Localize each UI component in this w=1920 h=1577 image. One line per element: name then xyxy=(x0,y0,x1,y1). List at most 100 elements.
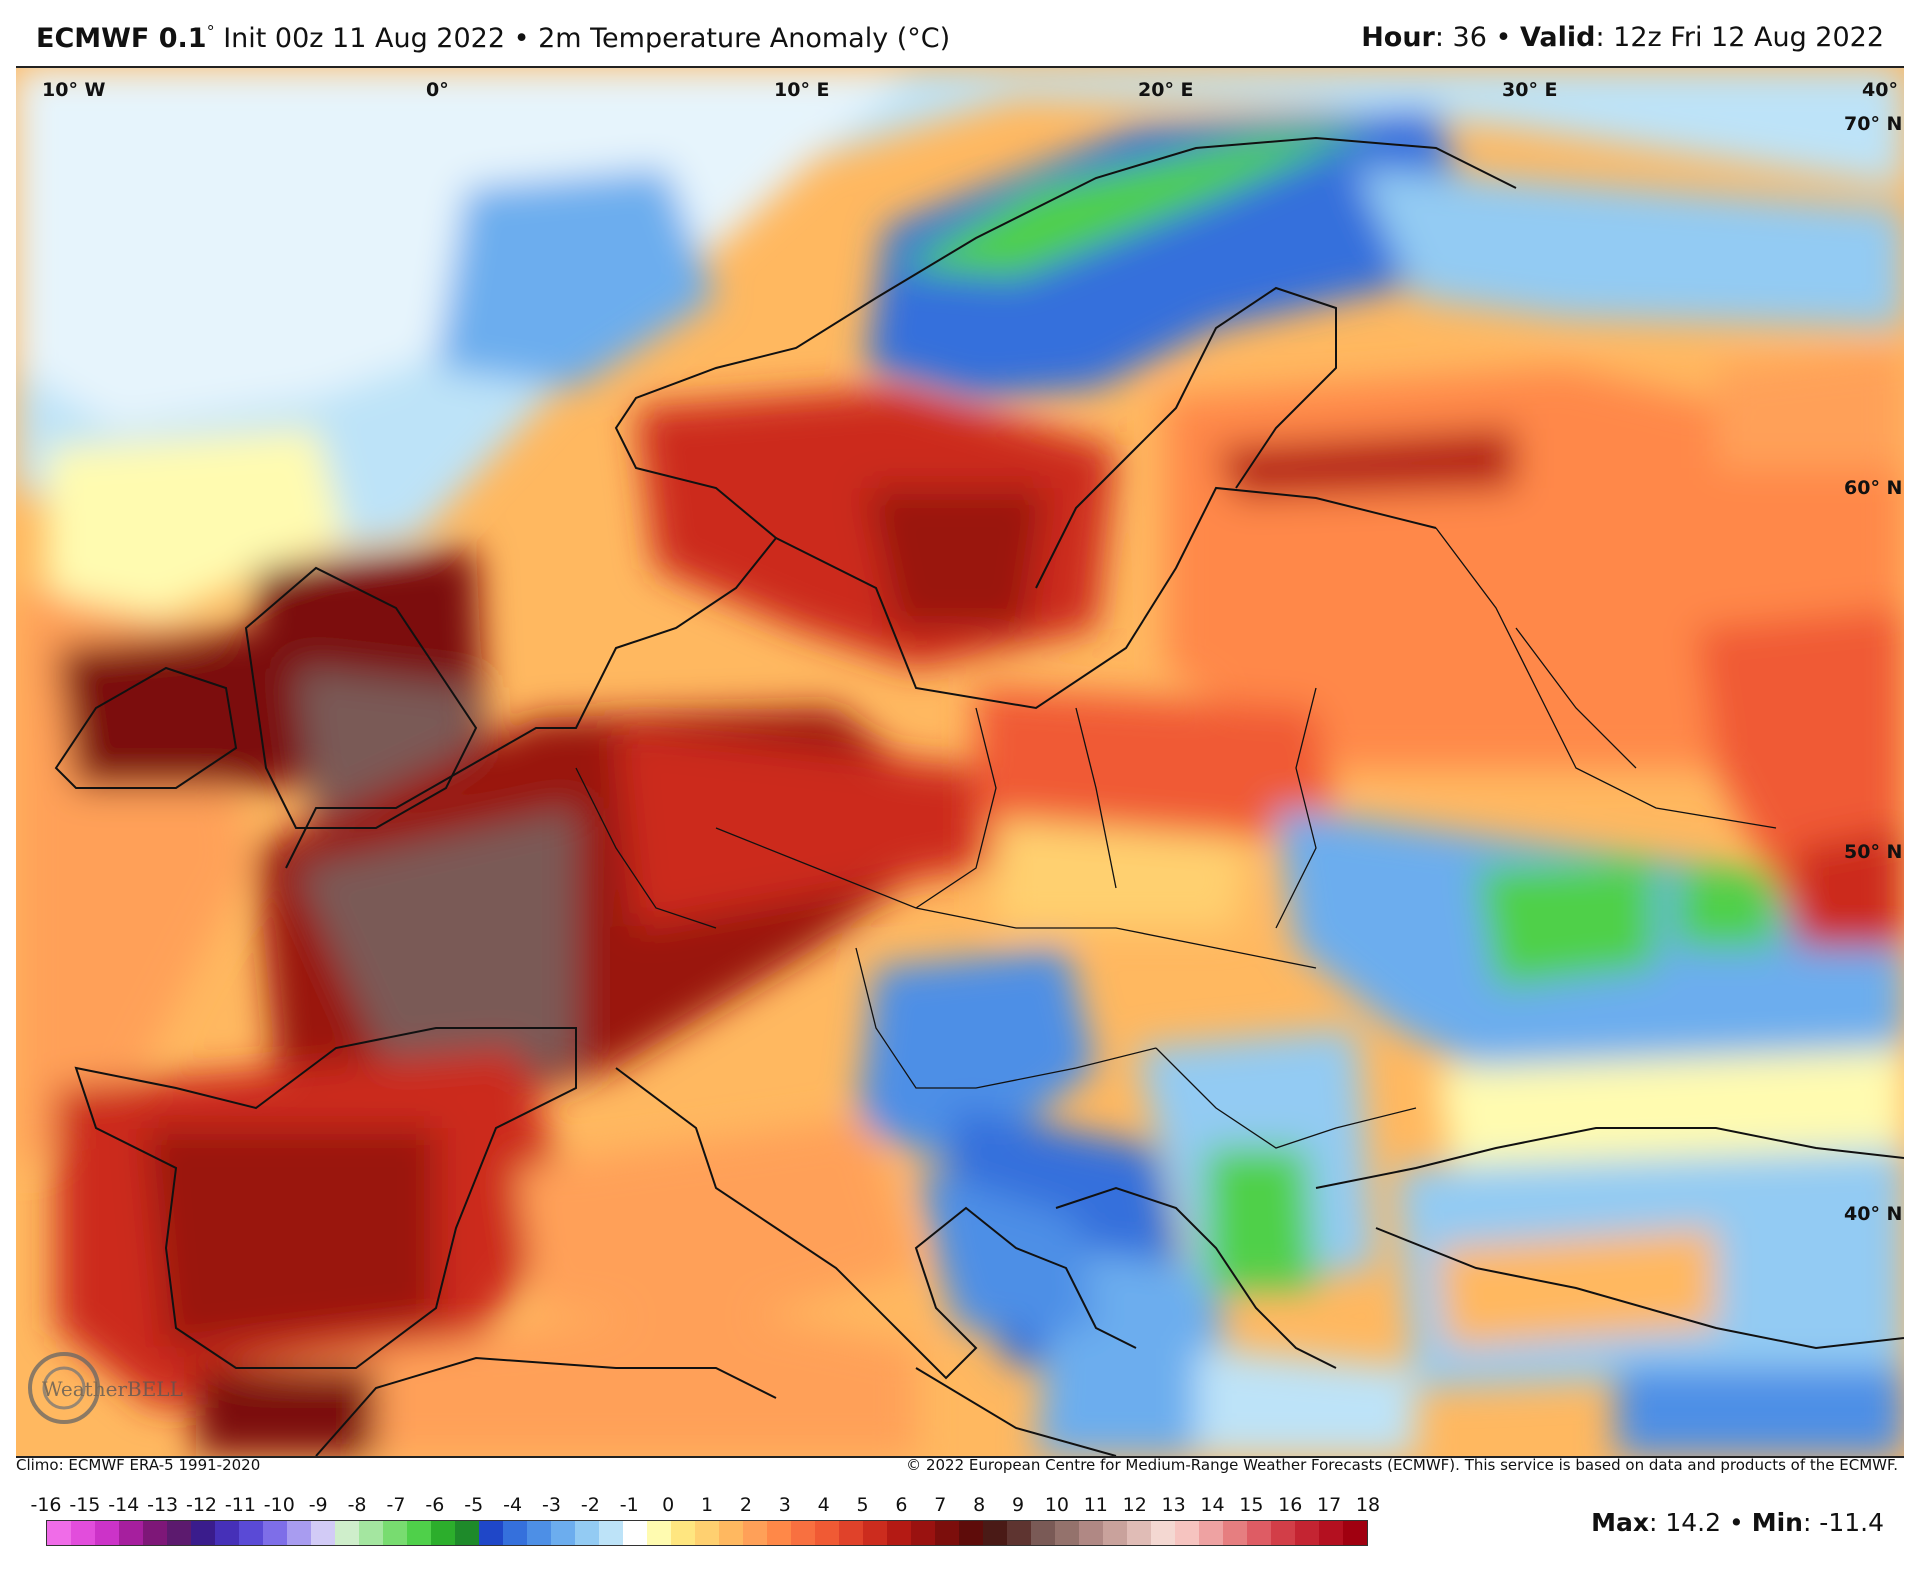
coastlines xyxy=(54,136,1904,1456)
copyright-note: © 2022 European Centre for Medium-Range … xyxy=(906,1456,1898,1474)
scale-swatch xyxy=(1223,1521,1247,1545)
scale-swatch xyxy=(359,1521,383,1545)
scale-label: 12 xyxy=(1122,1494,1147,1516)
max-value: : 14.2 • xyxy=(1649,1508,1752,1537)
scale-swatch xyxy=(479,1521,503,1545)
scale-swatch xyxy=(1247,1521,1271,1545)
scale-label: 3 xyxy=(778,1494,791,1516)
scale-swatch xyxy=(287,1521,311,1545)
scale-swatch xyxy=(47,1521,71,1545)
scale-label: -1 xyxy=(619,1494,639,1516)
scale-swatch xyxy=(887,1521,911,1545)
scale-swatch xyxy=(911,1521,935,1545)
scale-swatch xyxy=(119,1521,143,1545)
scale-swatch xyxy=(839,1521,863,1545)
scale-swatch xyxy=(527,1521,551,1545)
scale-swatch xyxy=(1127,1521,1151,1545)
scale-swatch xyxy=(863,1521,887,1545)
lat-label: 60° N xyxy=(1844,477,1902,499)
scale-swatch xyxy=(1319,1521,1343,1545)
scale-label: 15 xyxy=(1239,1494,1264,1516)
lon-label: 40° E xyxy=(1862,79,1904,101)
lat-label: 40° N xyxy=(1844,1203,1902,1225)
scale-label: -3 xyxy=(541,1494,561,1516)
scale-swatch xyxy=(959,1521,983,1545)
scale-label: 14 xyxy=(1200,1494,1225,1516)
scale-label: -6 xyxy=(425,1494,445,1516)
scale-swatch xyxy=(743,1521,767,1545)
scale-label: -7 xyxy=(386,1494,406,1516)
scale-swatch xyxy=(143,1521,167,1545)
map-svg: 10° W 0° 10° E 20° E 30° E 40° E 70° N 6… xyxy=(16,68,1904,1456)
logo-text: WeatherBELL xyxy=(42,1377,183,1401)
scale-label: 6 xyxy=(895,1494,908,1516)
scale-label: 7 xyxy=(934,1494,947,1516)
scale-label: -10 xyxy=(263,1494,295,1516)
climo-note: Climo: ECMWF ERA-5 1991-2020 xyxy=(16,1456,261,1474)
scale-swatch xyxy=(1055,1521,1079,1545)
scale-swatch xyxy=(719,1521,743,1545)
scale-swatch xyxy=(815,1521,839,1545)
scale-label: -15 xyxy=(69,1494,101,1516)
lon-label: 10° W xyxy=(42,79,106,101)
scale-swatch xyxy=(1031,1521,1055,1545)
max-min-readout: Max: 14.2 • Min: -11.4 xyxy=(1591,1508,1884,1537)
scale-swatch xyxy=(1007,1521,1031,1545)
scale-label: 5 xyxy=(856,1494,869,1516)
scale-swatch xyxy=(1343,1521,1367,1545)
scale-label: 0 xyxy=(662,1494,675,1516)
scale-swatch xyxy=(431,1521,455,1545)
scale-swatch xyxy=(191,1521,215,1545)
scale-swatch xyxy=(983,1521,1007,1545)
scale-label: -9 xyxy=(308,1494,328,1516)
scale-label: 1 xyxy=(700,1494,714,1516)
scale-swatch xyxy=(647,1521,671,1545)
lon-label: 20° E xyxy=(1138,79,1194,101)
scale-swatch xyxy=(551,1521,575,1545)
weatherbell-logo: WeatherBELL xyxy=(28,1352,183,1424)
scale-swatch xyxy=(767,1521,791,1545)
scale-label: 13 xyxy=(1161,1494,1186,1516)
scale-swatch xyxy=(455,1521,479,1545)
scale-label: -5 xyxy=(464,1494,484,1516)
valid-value: : 12z Fri 12 Aug 2022 xyxy=(1595,22,1885,53)
scale-swatch xyxy=(1199,1521,1223,1545)
scale-label: -4 xyxy=(503,1494,523,1516)
scale-label: -12 xyxy=(185,1494,218,1516)
latitude-labels: 70° N 60° N 50° N 40° N xyxy=(1844,113,1902,1225)
scale-swatch xyxy=(167,1521,191,1545)
scale-label: 2 xyxy=(739,1494,752,1516)
scale-swatch xyxy=(71,1521,95,1545)
model-name: ECMWF 0.1 xyxy=(36,23,207,54)
scale-label: -13 xyxy=(147,1494,179,1516)
scale-label: -11 xyxy=(224,1494,256,1516)
scale-label: -14 xyxy=(108,1494,140,1516)
scale-label: -8 xyxy=(347,1494,367,1516)
hour-value: : 36 • xyxy=(1434,22,1521,53)
min-label: Min xyxy=(1751,1508,1803,1537)
scale-labels: -16 -15 -14 -13 -12 -11 -10 -9 -8 -7 -6 -5 -4 -3 -2 -1 0… xyxy=(30,1494,1380,1518)
hour-label: Hour xyxy=(1361,22,1435,53)
color-scale: -16 -15 -14 -13 -12 -11 -10 -9 -8 -7 -6 -5 -4 -3 -2 -1 0… xyxy=(30,1494,1380,1548)
scale-swatch xyxy=(791,1521,815,1545)
lon-label: 10° E xyxy=(774,79,830,101)
scale-swatch xyxy=(695,1521,719,1545)
scale-bar xyxy=(46,1520,1368,1546)
scale-swatch xyxy=(1295,1521,1319,1545)
lat-label: 50° N xyxy=(1844,841,1902,863)
scale-label: 10 xyxy=(1044,1494,1070,1516)
scale-swatch xyxy=(935,1521,959,1545)
scale-swatch xyxy=(407,1521,431,1545)
init-text: Init 00z 11 Aug 2022 • 2m Temperature An… xyxy=(223,23,951,54)
scale-swatch xyxy=(239,1521,263,1545)
degree-sign: ° xyxy=(206,22,215,41)
scale-swatch xyxy=(671,1521,695,1545)
scale-label: -2 xyxy=(580,1494,600,1516)
scale-label: 8 xyxy=(973,1494,986,1516)
longitude-labels: 10° W 0° 10° E 20° E 30° E 40° E xyxy=(42,79,1904,101)
valid-time: Hour: 36 • Valid: 12z Fri 12 Aug 2022 xyxy=(1361,22,1884,53)
lon-label: 0° xyxy=(426,79,449,101)
scale-label: 16 xyxy=(1278,1494,1303,1516)
header: ECMWF 0.1° Init 00z 11 Aug 2022 • 2m Tem… xyxy=(0,0,1920,66)
scale-swatch xyxy=(215,1521,239,1545)
